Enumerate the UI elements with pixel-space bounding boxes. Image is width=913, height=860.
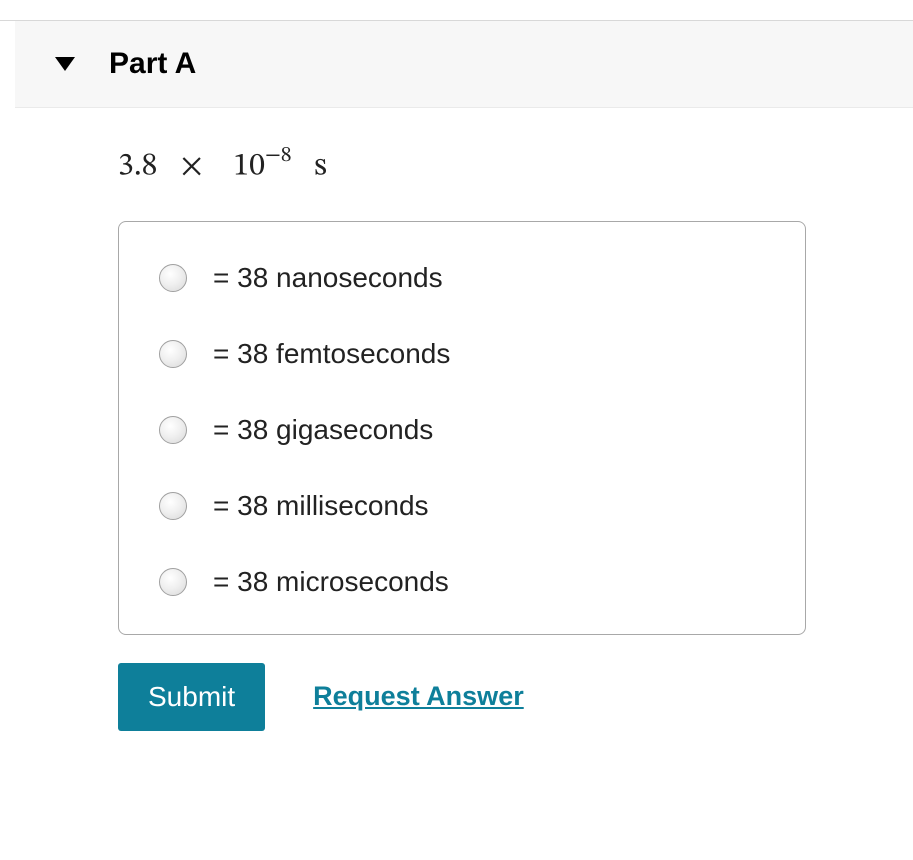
option-label: = 38 gigaseconds bbox=[213, 414, 433, 446]
caret-down-icon[interactable] bbox=[55, 57, 75, 71]
radio-icon[interactable] bbox=[159, 492, 187, 520]
base: 10 bbox=[233, 151, 265, 183]
option-row[interactable]: = 38 microseconds bbox=[159, 566, 775, 598]
unit: s bbox=[314, 151, 327, 183]
content-area: 3.8 × 10−8 s = 38 nanoseconds = 38 femto… bbox=[0, 108, 913, 731]
space bbox=[211, 151, 226, 183]
space bbox=[299, 151, 307, 183]
radio-icon[interactable] bbox=[159, 568, 187, 596]
coefficient: 3.8 bbox=[118, 151, 158, 183]
option-label: = 38 femtoseconds bbox=[213, 338, 450, 370]
option-row[interactable]: = 38 gigaseconds bbox=[159, 414, 775, 446]
option-label: = 38 microseconds bbox=[213, 566, 449, 598]
space bbox=[165, 151, 173, 183]
option-row[interactable]: = 38 nanoseconds bbox=[159, 262, 775, 294]
option-row[interactable]: = 38 femtoseconds bbox=[159, 338, 775, 370]
times-symbol: × bbox=[180, 151, 203, 183]
submit-button[interactable]: Submit bbox=[118, 663, 265, 731]
radio-icon[interactable] bbox=[159, 340, 187, 368]
part-title: Part A bbox=[109, 47, 196, 81]
options-box: = 38 nanoseconds = 38 femtoseconds = 38 … bbox=[118, 221, 806, 635]
option-row[interactable]: = 38 milliseconds bbox=[159, 490, 775, 522]
option-label: = 38 nanoseconds bbox=[213, 262, 443, 294]
actions-row: Submit Request Answer bbox=[118, 663, 913, 731]
exponent: −8 bbox=[265, 145, 292, 167]
request-answer-link[interactable]: Request Answer bbox=[313, 681, 524, 712]
part-header[interactable]: Part A bbox=[15, 21, 913, 108]
radio-icon[interactable] bbox=[159, 416, 187, 444]
radio-icon[interactable] bbox=[159, 264, 187, 292]
expression: 3.8 × 10−8 s bbox=[118, 144, 913, 187]
option-label: = 38 milliseconds bbox=[213, 490, 429, 522]
